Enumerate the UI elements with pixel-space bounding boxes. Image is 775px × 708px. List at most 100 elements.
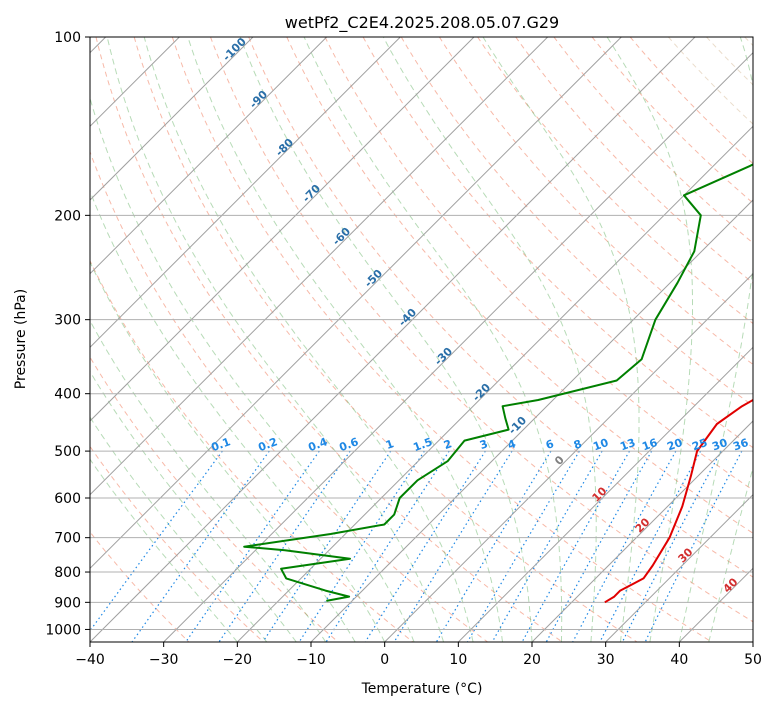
y-tick-label: 300 [54, 313, 81, 329]
dry-adiabat-line [171, 37, 712, 642]
dry-adiabat-line [90, 259, 414, 642]
moist-adiabat-line [382, 37, 597, 642]
isotherm-line [236, 125, 753, 642]
isotherm-label: -30 [432, 345, 455, 368]
dry-adiabat-line [706, 37, 753, 86]
mixing-ratio-line [621, 450, 722, 642]
x-tick-label: 0 [380, 652, 389, 668]
isotherm-label: 0 [552, 453, 567, 468]
dry-adiabat-line [553, 37, 753, 244]
mixing-ratio-line [521, 450, 631, 642]
x-axis: −40 −30 −20 −10 0 10 20 30 40 50 [75, 642, 762, 668]
y-tick-label: 1000 [45, 622, 81, 638]
background-lines [90, 37, 753, 642]
x-tick-label: −30 [149, 652, 179, 668]
temperature-line [604, 398, 753, 604]
mixing-ratio-label: 16 [640, 436, 659, 454]
mixing-ratio-label: 0.4 [306, 435, 329, 454]
mixing-ratio-label: 20 [665, 436, 684, 454]
mixing-ratio-label: 6 [544, 437, 556, 452]
mixing-ratio-line [185, 450, 320, 642]
isotherm-line [310, 199, 753, 642]
mixing-ratio-line [466, 450, 580, 642]
y-tick-label: 700 [54, 531, 81, 547]
y-tick-label: 900 [54, 595, 81, 611]
mixing-ratio-label: 25 [690, 436, 709, 453]
moist-adiabat-line [678, 37, 753, 642]
mixing-ratio-label: 3 [478, 437, 490, 452]
mixing-ratio-label: 13 [618, 436, 637, 453]
y-tick-label: 400 [54, 387, 81, 403]
isotherm-label: 40 [721, 575, 741, 595]
moist-adiabat-line [90, 416, 268, 642]
y-axis: 100 200 300 400 500 600 700 800 900 1000 [45, 30, 90, 638]
moist-adiabat-line [708, 465, 753, 642]
dry-adiabat-line [477, 37, 753, 325]
isotherm-label: -80 [273, 136, 296, 159]
moist-adiabat-line [90, 319, 327, 642]
mixing-ratio-label: 30 [710, 436, 729, 454]
isotherm-line [678, 567, 753, 642]
isotherm-line [384, 272, 753, 642]
dry-adiabat-line [591, 37, 753, 204]
isotherm-line [163, 51, 753, 642]
mixing-ratio-label: 0.6 [337, 435, 360, 454]
isotherm-line [752, 641, 753, 642]
x-tick-label: 40 [670, 652, 688, 668]
isotherm-label: -60 [330, 225, 353, 248]
mixing-ratio-line [364, 450, 486, 642]
isotherm-label: -100 [220, 35, 249, 64]
x-tick-label: −10 [296, 652, 326, 668]
dewpoint-line [243, 163, 753, 602]
moist-adiabat-line [606, 37, 693, 642]
mixing-ratio-label: 36 [731, 436, 750, 454]
plot-frame [89, 36, 754, 643]
dry-adiabat-line [90, 531, 190, 642]
isotherm-label: 10 [590, 484, 610, 504]
series-lines [243, 163, 753, 604]
isotherm-label: 30 [676, 545, 696, 565]
mixing-ratio-line [491, 450, 603, 642]
isotherm-line [90, 37, 401, 349]
dry-adiabat-line [515, 37, 753, 284]
x-tick-label: −40 [75, 652, 105, 668]
moist-adiabat-line [90, 189, 386, 642]
moist-adiabat-line [143, 37, 474, 642]
dry-adiabat-line [744, 37, 753, 47]
x-tick-label: 10 [449, 652, 467, 668]
dry-adiabat-line [210, 37, 753, 623]
isotherm-line [531, 420, 753, 642]
mixing-ratio-label: 1.5 [411, 435, 434, 454]
moist-adiabat-line [90, 458, 238, 642]
inline-labels: -100-90-80-70-60-50-40-30-20-10010203040… [209, 35, 750, 596]
isotherm-label: -10 [506, 414, 529, 437]
x-tick-label: 30 [597, 652, 615, 668]
mixing-ratio-line [393, 450, 513, 642]
mixing-ratio-label: 8 [572, 437, 584, 452]
mixing-ratio-line [545, 450, 653, 642]
moist-adiabat-line [106, 37, 445, 642]
isotherm-label: -20 [470, 381, 493, 404]
x-tick-label: 50 [744, 652, 762, 668]
dry-adiabat-line [362, 37, 753, 449]
isotherm-line [90, 37, 254, 201]
moist-adiabat-line [90, 260, 356, 642]
mixing-ratio-line [325, 450, 450, 642]
mixing-ratio-line [131, 450, 270, 642]
mixing-ratio-label: 0.2 [256, 435, 279, 454]
mixing-ratio-line [218, 450, 351, 642]
mixing-ratio-line [262, 450, 392, 642]
grid-lines [90, 37, 753, 642]
isotherm-line [90, 37, 622, 570]
mixing-ratio-label: 1 [384, 437, 396, 452]
isotherm-line [457, 346, 753, 642]
mixing-ratio-line [298, 450, 425, 642]
isotherm-label: -50 [362, 267, 385, 290]
y-tick-label: 100 [54, 30, 81, 46]
isotherm-label: -40 [396, 306, 419, 329]
isotherm-line [90, 37, 696, 642]
x-tick-label: 20 [523, 652, 541, 668]
isotherm-line [90, 37, 475, 422]
dry-adiabat-line [438, 37, 753, 366]
